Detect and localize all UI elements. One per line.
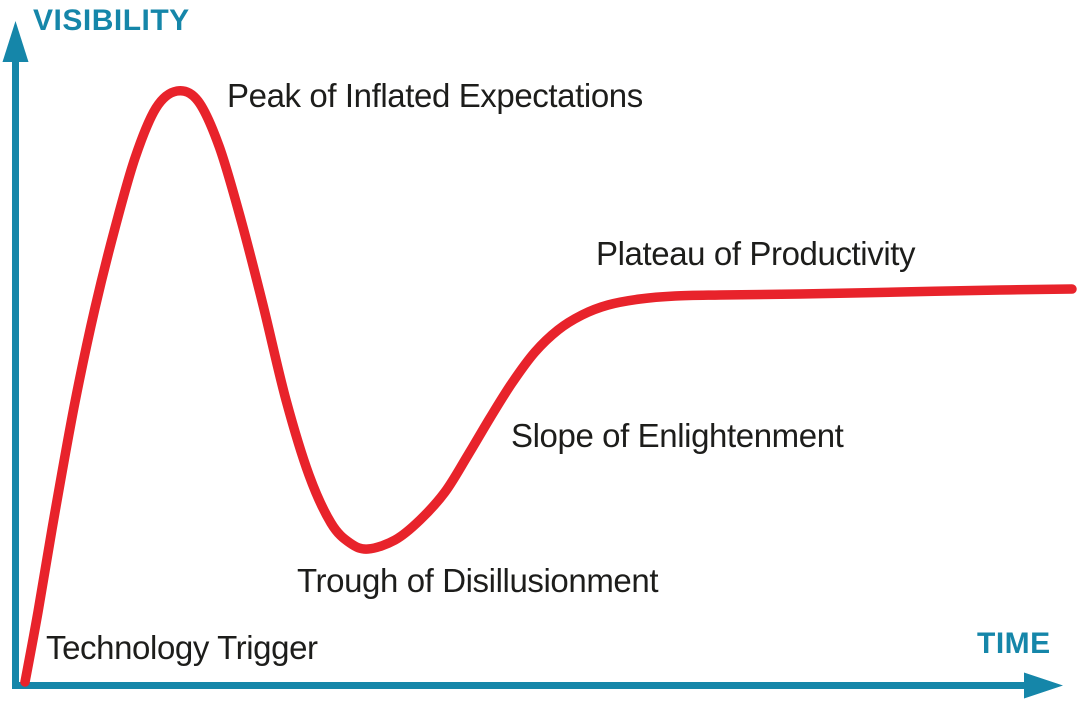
phase-label-technology-trigger: Technology Trigger (46, 629, 318, 666)
y-axis-label: VISIBILITY (33, 4, 190, 37)
phase-label-plateau-of-productivity: Plateau of Productivity (596, 235, 916, 272)
y-axis-arrowhead-icon (2, 21, 29, 62)
x-axis-label: TIME (977, 627, 1051, 660)
phase-label-peak-of-inflated-expectations: Peak of Inflated Expectations (227, 77, 643, 114)
axes (2, 21, 1063, 699)
hype-curve (20, 85, 1077, 687)
x-axis-arrowhead-icon (1024, 672, 1063, 699)
phase-label-trough-of-disillusionment: Trough of Disillusionment (297, 562, 659, 599)
phase-label-slope-of-enlightenment: Slope of Enlightenment (511, 417, 844, 454)
